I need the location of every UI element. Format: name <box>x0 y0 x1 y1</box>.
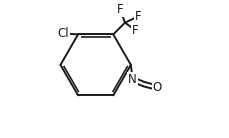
Text: Cl: Cl <box>57 27 69 40</box>
Text: O: O <box>152 81 161 94</box>
Text: F: F <box>134 10 141 23</box>
Text: F: F <box>131 24 138 37</box>
Text: N: N <box>127 73 136 86</box>
Text: F: F <box>116 3 123 16</box>
